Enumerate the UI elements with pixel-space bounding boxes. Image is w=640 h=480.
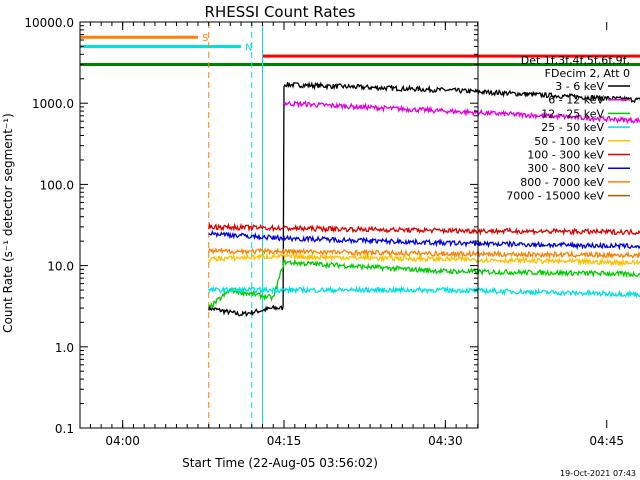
legend-label: 7000 - 15000 keV [506,190,604,203]
legend-label: 3 - 6 keV [555,80,604,93]
timestamp: 19-Oct-2021 07:43 [560,469,636,478]
series-line [208,222,640,237]
legend-label: 50 - 100 keV [534,135,604,148]
series-line [208,258,640,308]
y-tick-label: 0.1 [55,422,74,436]
state-bar-label: N [245,42,252,53]
y-tick-label: 100.0 [40,178,74,192]
series-line [208,252,640,268]
y-tick-label: 10000.0 [24,16,74,30]
x-axis-label: Start Time (22-Aug-05 03:56:02) [182,456,378,470]
y-axis-label: Count Rate (s⁻¹ detector segment⁻¹) [1,113,15,333]
state-bar-label: S [202,33,208,44]
plot-frame [79,21,479,429]
x-tick-label: 04:45 [589,434,624,448]
series-line [208,285,640,299]
series-line [283,100,640,125]
x-tick-label: 04:30 [428,434,463,448]
legend-label: 12 - 25 keV [541,107,604,120]
y-tick-label: 1.0 [55,341,74,355]
legend-header: Det 1f,3f,4f,5f,6f,9f, [521,54,630,67]
legend-label: 800 - 7000 keV [520,176,604,189]
legend-label: 300 - 800 keV [527,162,604,175]
x-tick-label: 04:00 [105,434,140,448]
series-line [208,229,640,251]
y-tick-label: 1000.0 [32,97,74,111]
legend-label: 100 - 300 keV [527,149,604,162]
series-line [208,247,640,260]
legend-header: FDecim 2, Att 0 [545,67,630,80]
legend-label: 25 - 50 keV [541,121,604,134]
series-line [208,81,640,318]
y-tick-label: 10.0 [47,260,74,274]
legend-label: 6 - 12 keV [548,94,604,107]
x-tick-label: 04:15 [267,434,302,448]
chart-title: RHESSI Count Rates [205,3,356,21]
